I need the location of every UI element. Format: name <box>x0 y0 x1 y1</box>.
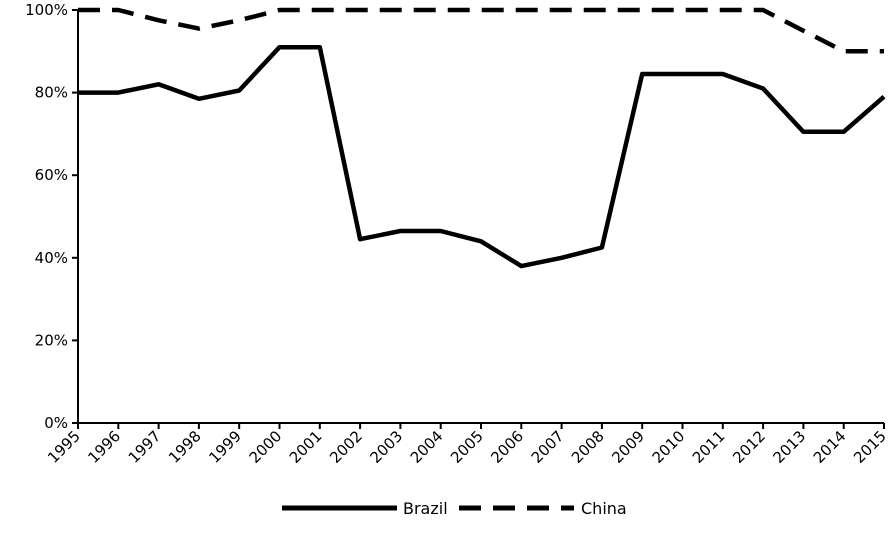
x-tick-label: 2008 <box>568 427 608 467</box>
x-tick-label: 2003 <box>366 427 406 467</box>
x-tick-label: 1999 <box>205 427 245 467</box>
series-line-china <box>78 7 884 54</box>
y-tick-label: 20% <box>35 331 68 349</box>
x-tick-label: 2012 <box>729 427 769 467</box>
x-tick-label: 1995 <box>44 427 84 467</box>
y-tick-label: 40% <box>35 249 68 267</box>
x-tick-label: 1997 <box>125 427 165 467</box>
y-tick-label: 80% <box>35 84 68 102</box>
legend-label-china: China <box>581 499 627 518</box>
x-tick-label: 2015 <box>850 427 890 467</box>
x-tick-label: 2006 <box>487 427 527 467</box>
x-tick-label: 2014 <box>810 427 850 467</box>
x-tick-label: 1998 <box>165 427 205 467</box>
legend: Brazil China <box>282 499 627 518</box>
y-tick-label: 60% <box>35 166 68 184</box>
x-tick-label: 2010 <box>649 427 689 467</box>
x-tick-label: 2005 <box>447 427 487 467</box>
x-tick-label: 2011 <box>689 427 729 467</box>
x-tick-label: 2002 <box>326 427 366 467</box>
x-tick-label: 2013 <box>769 427 809 467</box>
x-tick-label: 2007 <box>528 427 568 467</box>
series-layer <box>78 7 886 269</box>
x-tick-label: 2001 <box>286 427 326 467</box>
legend-label-brazil: Brazil <box>403 499 448 518</box>
x-tick-label: 2004 <box>407 427 447 467</box>
x-tick-label: 2000 <box>246 427 286 467</box>
y-tick-label: 0% <box>44 414 68 432</box>
y-tick-label: 100% <box>25 1 68 19</box>
series-line-brazil <box>78 44 886 269</box>
x-tick-label: 1996 <box>84 427 124 467</box>
x-tick-label: 2009 <box>608 427 648 467</box>
